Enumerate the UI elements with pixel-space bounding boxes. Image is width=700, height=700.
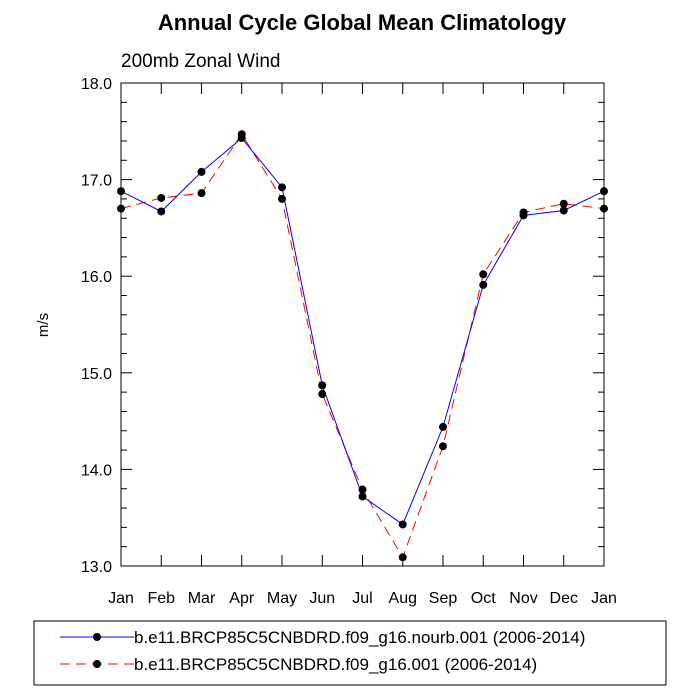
series-1-point [318, 381, 327, 390]
series-2-point [398, 553, 407, 562]
y-axis-label: m/s [35, 313, 52, 337]
y-tick-label: 14.0 [81, 462, 112, 479]
axis-ticks: Jan Feb Mar Apr May Jun Jul Aug Sep Oct Nov Dec Jan 1… [81, 76, 617, 607]
series-2-point [358, 485, 367, 494]
series-1-point [439, 422, 447, 431]
x-tick-label: Dec [550, 590, 578, 607]
series-1-point [519, 211, 528, 220]
series-2-point [157, 193, 166, 202]
series-line-1 [120, 137, 605, 526]
series-2-point [318, 390, 327, 399]
series-2-point [278, 194, 286, 203]
x-tick-label: Nov [509, 590, 537, 607]
legend-label-1: b.e11.BRCP85C5CNBDRD.f09_g16.nourb.001 (… [134, 628, 585, 647]
series-2-point [559, 199, 568, 208]
legend-marker-2 [93, 660, 101, 668]
y-tick-label: 15.0 [81, 366, 112, 383]
x-tick-label: Apr [229, 590, 255, 607]
series-2-point [197, 189, 206, 198]
y-tick-label: 13.0 [81, 559, 112, 576]
x-tick-label: Aug [389, 590, 417, 607]
series-2-point [439, 442, 447, 451]
series-1-point [237, 134, 246, 143]
series-1-point [157, 207, 166, 216]
y-tick-label: 16.0 [81, 269, 112, 286]
y-tick-label: 18.0 [81, 76, 112, 93]
x-tick-label: Sep [429, 590, 458, 607]
series-2-point [479, 270, 488, 279]
x-tick-label: Oct [471, 590, 496, 607]
y-tick-label: 17.0 [81, 173, 112, 190]
chart-title: Annual Cycle Global Mean Climatology [158, 10, 567, 35]
legend-label-2: b.e11.BRCP85C5CNBDRD.f09_g16.001 (2006-2… [134, 655, 537, 674]
x-tick-label: Jun [309, 590, 335, 607]
x-tick-label: Jan [108, 590, 134, 607]
series-1-point [358, 492, 367, 501]
legend: b.e11.BRCP85C5CNBDRD.f09_g16.nourb.001 (… [33, 620, 667, 686]
series-1-point [398, 520, 407, 529]
legend-marker-1 [93, 633, 101, 641]
legend-entries: b.e11.BRCP85C5CNBDRD.f09_g16.nourb.001 (… [60, 628, 585, 674]
plot-series [117, 130, 608, 562]
x-tick-label: Jan [591, 590, 617, 607]
series-1-point [479, 280, 488, 289]
x-tick-label: Mar [188, 590, 216, 607]
x-tick-label: May [267, 590, 297, 607]
series-1-point [559, 206, 568, 215]
chart-subtitle: 200mb Zonal Wind [121, 51, 280, 72]
x-tick-label: Feb [147, 590, 175, 607]
x-tick-label: Jul [352, 590, 372, 607]
series-1-point [197, 167, 206, 176]
plot-frame [120, 82, 605, 567]
legend-box [33, 620, 667, 686]
series-1-point [278, 183, 286, 192]
